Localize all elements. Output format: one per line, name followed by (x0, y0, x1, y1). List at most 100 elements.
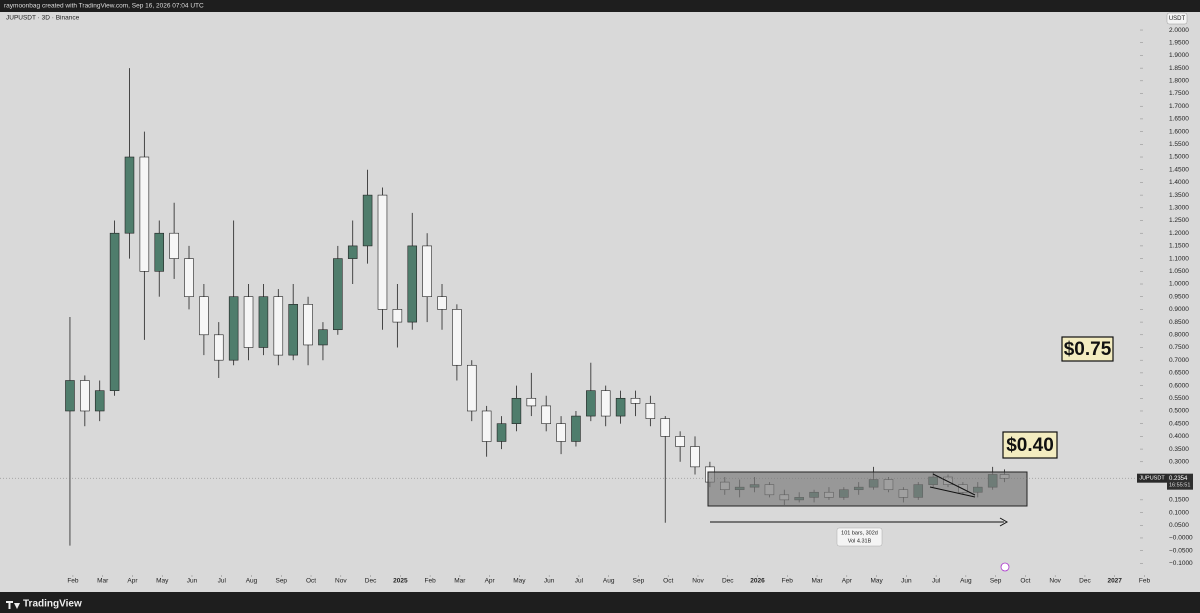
x-tick-label: Oct (663, 578, 673, 585)
candle-body (65, 380, 75, 412)
x-tick-label: Apr (485, 578, 496, 585)
y-tick-label: 1.8500 (1169, 65, 1189, 72)
annotation: $0.40 (1006, 435, 1054, 456)
candle-body (615, 397, 626, 417)
candle-body (184, 258, 194, 297)
x-tick-label: Feb (67, 578, 79, 585)
x-tick-label: Sep (633, 578, 645, 585)
x-tick-label: 2026 (750, 578, 765, 585)
y-tick-label: 2.0000 (1169, 27, 1189, 34)
y-tick-label: 1.3500 (1169, 192, 1189, 199)
y-tick-label: 1.2000 (1169, 230, 1189, 237)
icon (1000, 562, 1010, 572)
symbol-label: JUPUSDT (1139, 476, 1165, 482)
x-tick-label: Jul (218, 578, 227, 585)
x-tick-label: Sep (275, 578, 287, 585)
y-tick-label: 1.4500 (1169, 166, 1189, 173)
candle-body (675, 436, 685, 447)
y-tick-label: 0.9000 (1169, 306, 1189, 313)
x-tick-label: Jul (932, 578, 941, 585)
x-tick-label: Mar (97, 578, 109, 585)
candle-body (199, 296, 209, 336)
x-tick-label: Mar (454, 578, 466, 585)
candle-body (228, 296, 239, 361)
annotation-box (1002, 431, 1058, 459)
y-tick-label: 1.0000 (1169, 281, 1189, 288)
logo-mark (6, 601, 20, 609)
x-tick-label: Dec (365, 578, 377, 585)
candle-body (333, 258, 343, 331)
y-tick-label: 1.5000 (1169, 154, 1189, 161)
range-info: 101 bars, 302d (841, 530, 878, 536)
candle-body (362, 194, 373, 247)
y-tick-label: −0.0000 (1169, 535, 1193, 542)
candle-body (258, 296, 269, 348)
y-tick-label: 0.1000 (1169, 509, 1189, 516)
range-box (707, 471, 1028, 507)
candle-body (124, 156, 135, 234)
x-tick-label: Aug (246, 578, 258, 585)
y-tick-label: 1.6000 (1169, 128, 1189, 135)
x-tick-label: Nov (335, 578, 347, 585)
annotation-box (1061, 336, 1114, 362)
y-tick-label: 0.7000 (1169, 357, 1189, 364)
candle-body (645, 403, 656, 419)
candle-body (94, 390, 105, 412)
x-tick-label: Jun (544, 578, 555, 585)
candle-body (630, 397, 641, 404)
y-tick-label: 1.1000 (1169, 255, 1189, 262)
candle-body (660, 418, 671, 437)
y-tick-label: 0.4500 (1169, 420, 1189, 427)
y-tick-label: 1.9500 (1169, 39, 1189, 46)
x-tick-label: Feb (782, 578, 794, 585)
y-tick-label: 1.2500 (1169, 217, 1189, 224)
chart-title: JUPUSDT · 3D · Binance (6, 15, 80, 22)
x-tick-label: May (870, 578, 883, 585)
candle-body (109, 232, 120, 391)
x-tick-label: Nov (692, 578, 704, 585)
candle-body (452, 309, 462, 366)
candle-body (243, 296, 254, 348)
x-tick-label: 2025 (393, 578, 408, 585)
x-tick-label: Oct (306, 578, 316, 585)
candle-body (214, 334, 224, 361)
x-tick-label: Apr (842, 578, 853, 585)
candle-body (154, 232, 165, 272)
x-tick-label: Aug (960, 578, 972, 585)
candle-body (571, 415, 581, 442)
candle-body (422, 245, 432, 297)
y-tick-label: 0.3500 (1169, 446, 1189, 453)
candle-body (586, 390, 596, 417)
y-tick-label: 0.1500 (1169, 497, 1189, 504)
candle-body (526, 397, 537, 407)
candle-body (392, 309, 403, 323)
candle-body (318, 329, 328, 346)
x-tick-label: Feb (1139, 578, 1151, 585)
y-tick-label: 0.7500 (1169, 344, 1189, 351)
x-tick-label: Sep (990, 578, 1002, 585)
x-tick-label: Jun (187, 578, 198, 585)
countdown: 16:55:51 (1169, 483, 1190, 489)
x-tick-label: Mar (811, 578, 823, 585)
range-info: Vol 4.31B (848, 538, 872, 544)
symbol-badge (1137, 473, 1167, 483)
y-tick-label: 1.7000 (1169, 103, 1189, 110)
price-badge (1167, 473, 1193, 490)
candle-body (496, 423, 507, 442)
y-tick-label: 1.8000 (1169, 78, 1189, 85)
candle-body (481, 410, 492, 442)
x-tick-label: May (156, 578, 169, 585)
y-tick-label: 0.8500 (1169, 319, 1189, 326)
candle-body (407, 245, 418, 323)
y-tick-label: 0.4000 (1169, 433, 1189, 440)
currency-box (1166, 12, 1188, 25)
x-tick-label: Dec (1079, 578, 1091, 585)
x-tick-label: Jun (901, 578, 912, 585)
x-tick-label: Jul (575, 578, 584, 585)
y-tick-label: 1.4000 (1169, 179, 1189, 186)
candle-body (467, 364, 477, 412)
x-tick-label: May (513, 578, 526, 585)
y-tick-label: 1.9000 (1169, 52, 1189, 59)
